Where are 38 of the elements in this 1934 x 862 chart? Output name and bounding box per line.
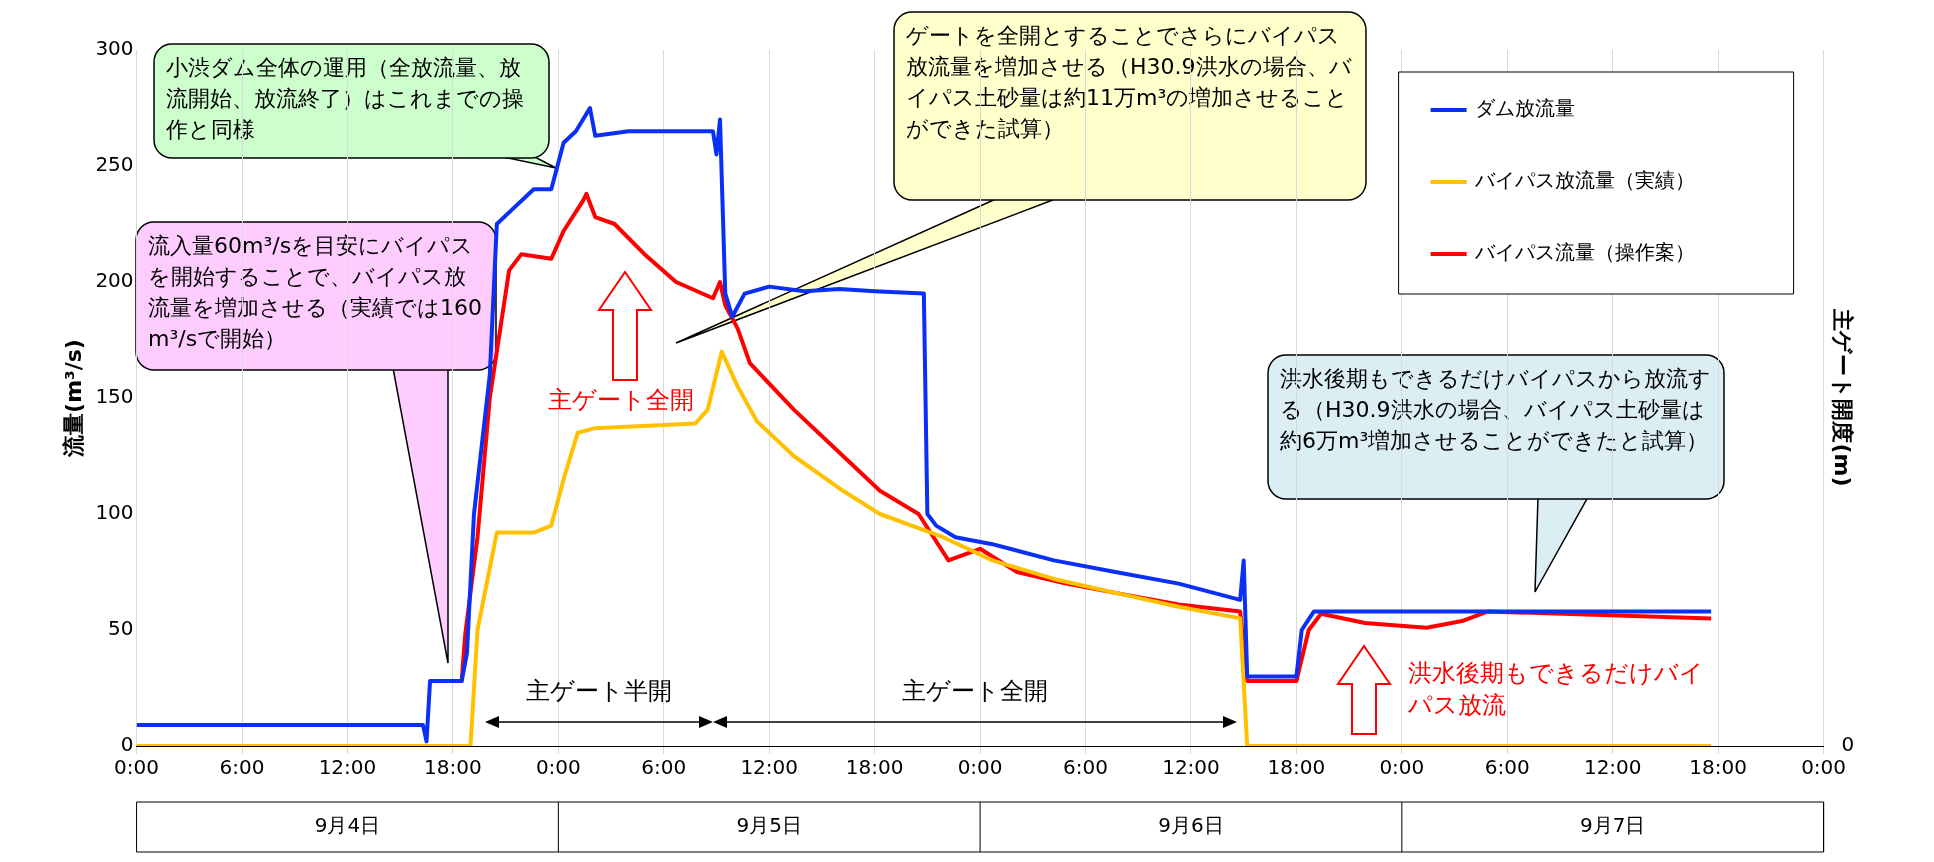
x-tick-label: 0:00	[1379, 755, 1425, 780]
x-tick-label: 12:00	[740, 755, 799, 780]
x-tick-label: 6:00	[641, 755, 687, 780]
x-tick-label: 6:00	[219, 755, 265, 780]
x-tick-label: 12:00	[1583, 755, 1642, 780]
annotation: 主ゲート半開	[526, 677, 672, 706]
x-tick-label: 6:00	[1063, 755, 1108, 780]
x-tick-label: 0:00	[957, 755, 1003, 780]
y-tick-label: 250	[95, 152, 134, 177]
annotation: 洪水後期もできるだけバイパス放流	[1407, 659, 1704, 720]
annotation: 主ゲート全開	[548, 386, 694, 415]
text: 9月4日	[314, 813, 381, 838]
x-tick-label: 18:00	[424, 755, 482, 780]
x-tick-label: 12:00	[1162, 755, 1220, 780]
text: 9月6日	[1158, 813, 1224, 838]
y2-axis-title: 主ゲート開度(m)	[1830, 308, 1856, 487]
legend-label: バイパス流量（操作案）	[1473, 240, 1695, 265]
x-tick-label: 18:00	[1267, 755, 1326, 780]
x-tick-label: 0:00	[114, 755, 160, 780]
text: 9月7日	[1580, 813, 1646, 838]
legend-label: ダム放流量	[1474, 96, 1575, 121]
y-tick-label: 200	[95, 268, 134, 293]
x-tick-label: 18:00	[1689, 755, 1747, 780]
y-tick-label: 100	[95, 500, 134, 525]
text: 9月5日	[736, 813, 802, 838]
x-tick-label: 6:00	[1484, 755, 1530, 780]
x-tick-label: 12:00	[318, 755, 377, 780]
x-tick-label: 0:00	[535, 755, 581, 780]
x-tick-label: 18:00	[845, 755, 904, 780]
annotation: 主ゲート全開	[902, 677, 1048, 706]
text: 0	[1841, 732, 1855, 757]
x-tick-label: 0:00	[1801, 755, 1847, 780]
y-tick-label: 50	[108, 616, 134, 641]
y-tick-label: 300	[95, 36, 134, 61]
y-axis-title: 流量(m³/s)	[60, 339, 86, 458]
legend-label: バイパス放流量（実績）	[1473, 168, 1695, 193]
y-tick-label: 150	[95, 384, 134, 409]
y-tick-label: 0	[120, 732, 134, 757]
